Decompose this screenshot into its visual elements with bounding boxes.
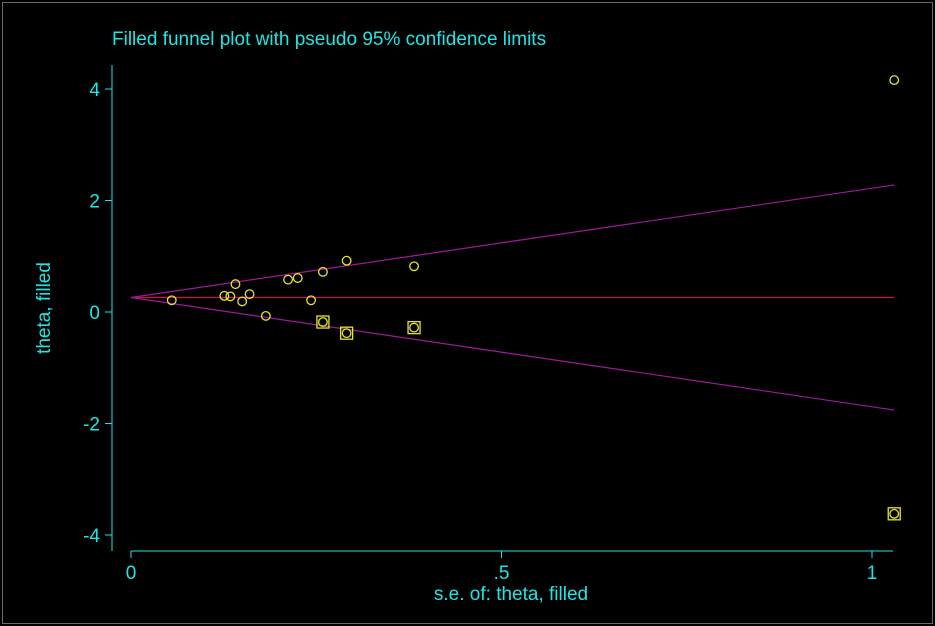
filled-study-marker [887,507,901,521]
filled-study-marker [339,326,354,340]
x-axis-label: s.e. of: theta, filled [434,584,588,605]
study-marker [237,296,248,307]
y-tick-label: 0 [89,303,100,324]
y-tick-label: -2 [83,415,100,436]
study-marker [409,322,420,333]
study-marker [889,75,900,86]
study-marker [166,295,177,306]
x-tick-label: 0 [126,563,137,584]
study-marker [283,274,294,285]
reference-lines [130,184,895,411]
y-tick-label: 4 [89,80,100,101]
x-tick-label: .5 [494,563,510,584]
study-marker [889,508,900,519]
x-tick-label: 1 [867,563,878,584]
filled-study-marker [316,315,330,329]
study-marker [225,291,236,302]
y-axis-label: theta, filled [34,262,55,354]
y-tick-label: 2 [89,192,100,213]
y-tick-label: -4 [83,526,100,547]
study-marker [317,266,328,277]
study-marker [409,261,420,272]
study-marker [341,328,352,339]
study-marker [244,289,255,300]
study-marker [306,295,317,306]
chart-title: Filled funnel plot with pseudo 95% confi… [112,29,546,50]
filled-study-marker [407,320,421,335]
axes: 0 .5 1 -4 -2 0 2 4 [83,65,893,584]
study-marker [230,279,241,290]
study-marker [317,317,328,327]
study-marker [260,310,271,321]
data-points [166,75,901,521]
lower-confidence-limit-line [130,296,895,411]
upper-confidence-limit-line [130,184,895,299]
study-marker [292,273,303,283]
study-marker [219,290,230,301]
study-marker [341,255,352,266]
